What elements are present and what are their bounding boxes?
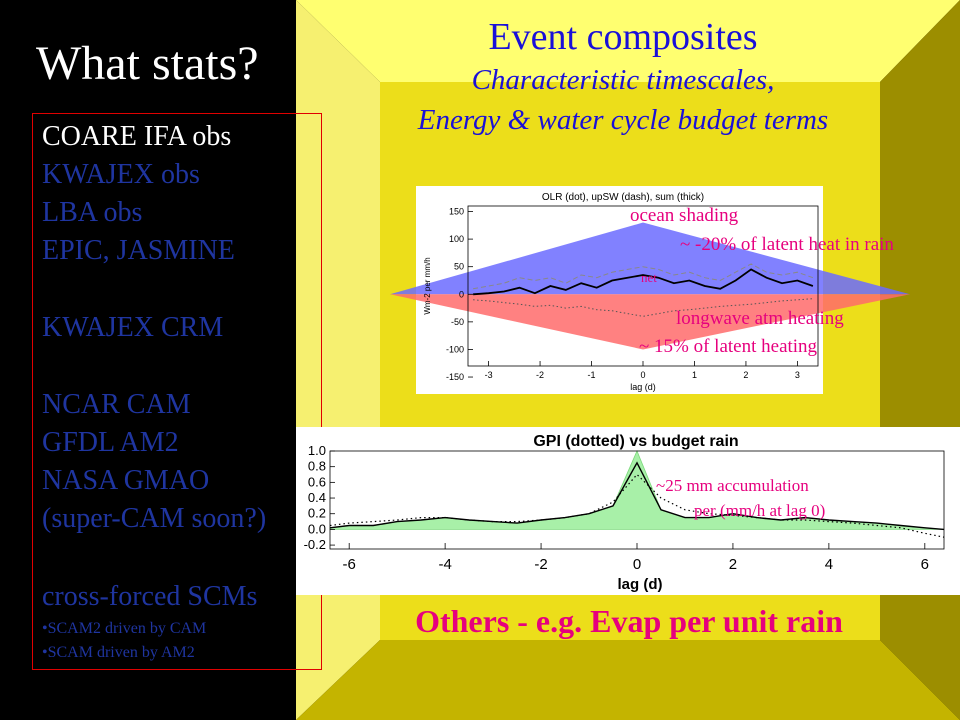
model-list-item: NCAR CAM <box>42 389 191 420</box>
annotation-per-rate: per (mm/h at lag 0) <box>694 501 825 520</box>
x-tick-label: 0 <box>633 556 641 573</box>
subheading-line1: Characteristic timescales, <box>471 64 775 96</box>
model-list-item: (super-CAM soon?) <box>42 503 267 534</box>
y-axis-label: Wm-2 per mm/h <box>423 257 432 314</box>
series-dot <box>473 298 813 317</box>
x-tick-label: 3 <box>795 370 800 380</box>
model-list-item: EPIC, JASMINE <box>42 235 235 266</box>
model-list-item: LBA obs <box>42 197 143 228</box>
chart-title: GPI (dotted) vs budget rain <box>533 433 738 450</box>
model-list-item: cross-forced SCMs <box>42 581 258 612</box>
y-tick-label: 50 <box>454 262 464 272</box>
y-tick-label: 0.2 <box>308 506 326 521</box>
y-tick-label: 150 <box>449 207 464 217</box>
y-tick-label: 0.6 <box>308 474 326 489</box>
y-tick-label: 0.4 <box>308 490 326 505</box>
y-tick-label: -50 <box>451 317 464 327</box>
x-tick-label: -2 <box>536 370 544 380</box>
slide-heading: Event composites <box>488 16 758 58</box>
longwave-heating-area <box>390 294 910 350</box>
energy-budget-chart: OLR (dot), upSW (dash), sum (thick)15010… <box>390 186 910 394</box>
chart-title: OLR (dot), upSW (dash), sum (thick) <box>542 192 704 203</box>
subheading-line2: Energy & water cycle budget terms <box>417 104 829 136</box>
y-tick-label: 0 <box>459 289 464 299</box>
annotation-latent-heating: ~ 15% of latent heating <box>639 336 818 357</box>
y-tick-label: 100 <box>449 234 464 244</box>
x-tick-label: 2 <box>729 556 737 573</box>
x-tick-label: 6 <box>921 556 929 573</box>
y-tick-label: -150 <box>446 372 464 382</box>
x-tick-label: -4 <box>438 556 451 573</box>
x-axis-label: lag (d) <box>630 382 656 392</box>
y-tick-label: -0.2 <box>304 537 326 552</box>
x-tick-label: -3 <box>485 370 493 380</box>
model-list-item: •SCAM driven by AM2 <box>42 644 195 661</box>
model-list-box <box>32 113 322 670</box>
y-tick-label: -100 <box>446 344 464 354</box>
series-solid <box>329 461 945 531</box>
series-dash <box>473 263 814 290</box>
y-tick-label: 1.0 <box>308 443 326 458</box>
y-tick-label: 0.8 <box>308 459 326 474</box>
model-list-item: KWAJEX CRM <box>42 312 224 343</box>
model-list-item: •SCAM2 driven by CAM <box>42 620 207 637</box>
model-list-item: COARE IFA obs <box>42 121 232 152</box>
model-list-item: KWAJEX obs <box>42 159 200 190</box>
model-list-item: NASA GMAO <box>42 465 210 496</box>
model-list-item: GFDL AM2 <box>42 427 179 458</box>
series-dotted <box>329 473 945 538</box>
annotation-accumulation: ~25 mm accumulation <box>656 476 809 495</box>
x-tick-label: 1 <box>692 370 697 380</box>
page-title: What stats? <box>36 37 259 90</box>
y-tick-label: 0.0 <box>308 521 326 536</box>
x-axis-label: lag (d) <box>618 576 663 593</box>
x-tick-label: 2 <box>743 370 748 380</box>
gpi-rain-chart: GPI (dotted) vs budget rain1.00.80.60.40… <box>296 427 960 595</box>
annotation-ocean-shading: ocean shading <box>630 205 739 226</box>
x-tick-label: 0 <box>640 370 645 380</box>
bevel-bottom <box>296 640 960 720</box>
x-tick-label: 4 <box>825 556 833 573</box>
series-thick <box>473 268 814 296</box>
ocean-shading-area <box>390 222 910 295</box>
others-text: Others - e.g. Evap per unit rain <box>415 603 843 639</box>
annotation-longwave: longwave atm heating <box>676 308 844 329</box>
x-tick-label: -1 <box>588 370 596 380</box>
x-tick-label: -6 <box>343 556 356 573</box>
x-tick-label: -2 <box>534 556 547 573</box>
annotation-latent-heat: ~ -20% of latent heat in rain <box>680 234 894 255</box>
annotation-net: net <box>641 270 657 285</box>
bevel-top <box>296 0 960 82</box>
